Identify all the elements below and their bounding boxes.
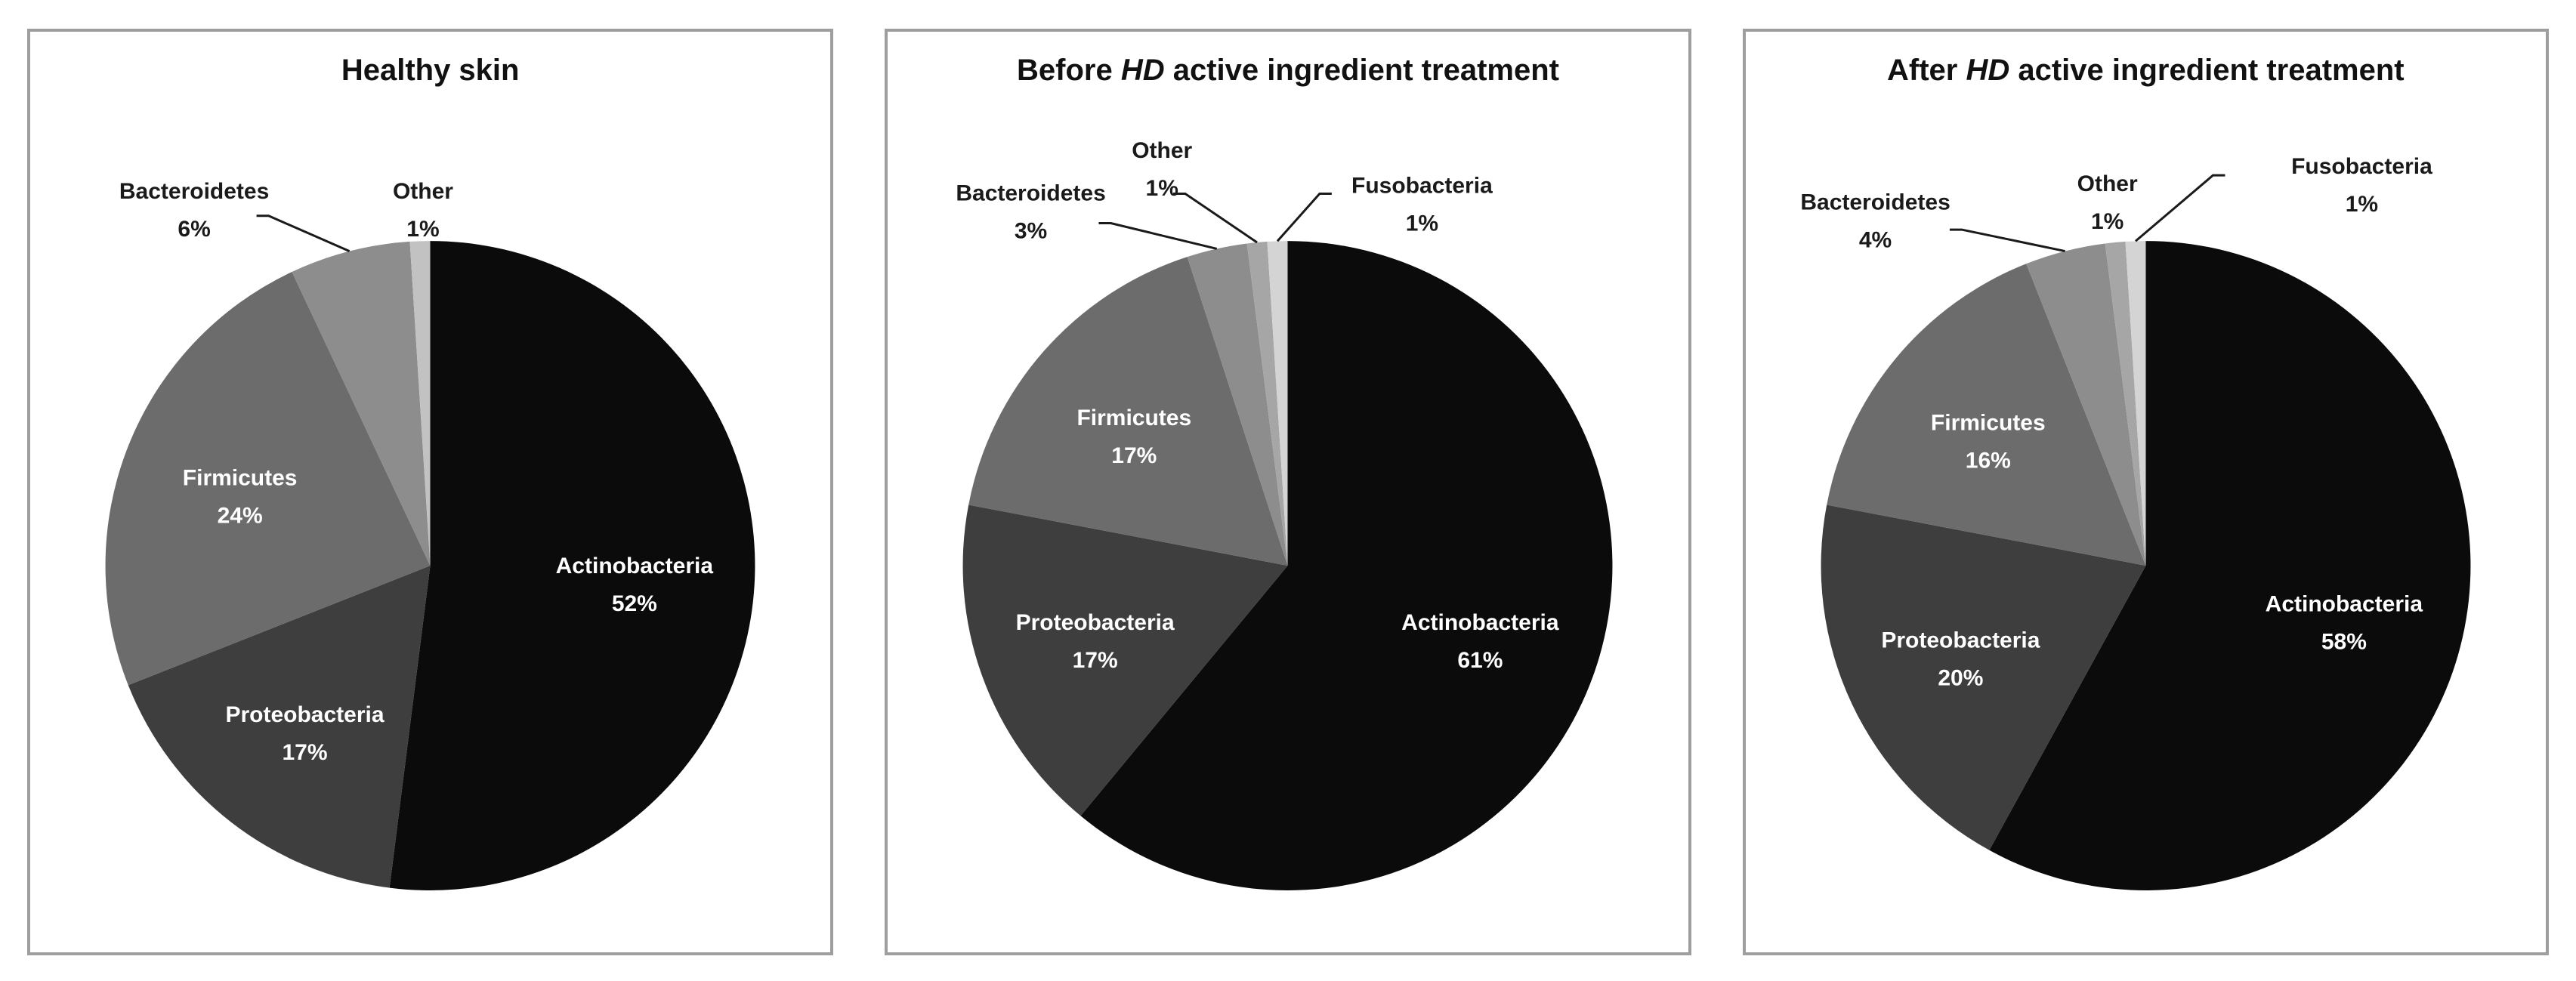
pie-plot-before-treatment: Actinobacteria 61% Proteobacteria 17% Firmic… bbox=[888, 32, 1688, 952]
title-segment: Healthy skin bbox=[341, 54, 520, 87]
title-italic-segment: HD bbox=[1120, 54, 1165, 87]
slice-label-other: Other 1% bbox=[2077, 171, 2137, 234]
slice-label-fusobacteria: Fusobacteria 1% bbox=[2291, 154, 2432, 217]
pie-slice-other bbox=[409, 241, 431, 566]
chart-title-after-treatment: After HD active ingredient treatment bbox=[1746, 53, 2546, 88]
pie-slice-firmicutes bbox=[1826, 264, 2146, 566]
leader-line-bacteroidetes bbox=[256, 214, 351, 252]
pie-slice-bacteroidetes bbox=[2025, 243, 2146, 566]
pie-slice-proteobacteria bbox=[1821, 504, 2146, 850]
slice-label-firmicutes: Firmicutes 17% bbox=[1077, 406, 1192, 468]
chart-title-healthy-skin: Healthy skin bbox=[30, 53, 830, 88]
pie-slice-actinobacteria bbox=[1080, 241, 1613, 890]
slice-label-actinobacteria: Actinobacteria 61% bbox=[1401, 610, 1559, 673]
pie-slice-fusobacteria bbox=[2125, 241, 2146, 566]
slice-label-other: Other 1% bbox=[1132, 138, 1193, 201]
slice-label-proteobacteria: Proteobacteria 17% bbox=[1016, 610, 1175, 673]
slice-label-bacteroidetes: Bacteroidetes 4% bbox=[1800, 190, 1950, 252]
pie-slice-actinobacteria bbox=[389, 241, 755, 890]
title-segment: Before bbox=[1017, 54, 1121, 87]
pie-slice-bacteroidetes bbox=[292, 241, 431, 566]
leader-line-fusobacteria bbox=[2134, 174, 2225, 242]
slice-label-actinobacteria: Actinobacteria 58% bbox=[2265, 591, 2423, 654]
pie-slice-proteobacteria bbox=[128, 566, 431, 888]
pie-plot-healthy-skin: Actinobacteria 52% Proteobacteria 17% Firmic… bbox=[30, 32, 830, 952]
slice-label-proteobacteria: Proteobacteria 20% bbox=[1881, 628, 2040, 690]
slice-label-proteobacteria: Proteobacteria 17% bbox=[225, 702, 384, 765]
pie-slice-actinobacteria bbox=[1989, 241, 2471, 890]
panel-after-treatment: After HD active ingredient treatment Act… bbox=[1742, 29, 2549, 955]
title-segment: active ingredient treatment bbox=[2009, 54, 2405, 87]
leader-line-fusobacteria bbox=[1277, 193, 1333, 242]
pie-plot-after-treatment: Actinobacteria 58% Proteobacteria 20% Firmic… bbox=[1746, 32, 2546, 952]
pie-chart-svg: Actinobacteria 52% Proteobacteria 17% Firmic… bbox=[105, 179, 755, 890]
slice-label-other: Other 1% bbox=[393, 179, 453, 242]
leader-line-other bbox=[1173, 193, 1259, 244]
pie-slice-other bbox=[2105, 241, 2146, 566]
slice-label-bacteroidetes: Bacteroidetes 6% bbox=[119, 179, 269, 242]
pie-slice-other bbox=[1246, 241, 1288, 566]
panel-before-treatment: Before HD active ingredient treatment Ac… bbox=[885, 29, 1691, 955]
slice-label-firmicutes: Firmicutes 16% bbox=[1931, 410, 2046, 473]
pie-slice-proteobacteria bbox=[962, 504, 1288, 816]
title-segment: After bbox=[1887, 54, 1966, 87]
slice-label-bacteroidetes: Bacteroidetes 3% bbox=[956, 180, 1106, 243]
pie-slice-fusobacteria bbox=[1267, 241, 1288, 566]
leader-line-bacteroidetes bbox=[1098, 222, 1218, 250]
title-segment: active ingredient treatment bbox=[1164, 54, 1559, 87]
slice-label-actinobacteria: Actinobacteria 52% bbox=[556, 554, 714, 616]
title-italic-segment: HD bbox=[1966, 54, 2010, 87]
panel-healthy-skin: Healthy skin Actinobacteria 52% Proteobact… bbox=[27, 29, 834, 955]
pie-slice-bacteroidetes bbox=[1187, 243, 1288, 566]
pie-slice-firmicutes bbox=[968, 257, 1288, 566]
chart-title-before-treatment: Before HD active ingredient treatment bbox=[888, 53, 1688, 88]
pie-chart-svg: Actinobacteria 61% Proteobacteria 17% Firmic… bbox=[956, 138, 1613, 890]
slice-label-fusobacteria: Fusobacteria 1% bbox=[1351, 174, 1493, 236]
leader-line-bacteroidetes bbox=[1949, 228, 2065, 253]
pie-chart-svg: Actinobacteria 58% Proteobacteria 20% Firmic… bbox=[1800, 154, 2471, 890]
pie-slice-firmicutes bbox=[105, 271, 431, 686]
slice-label-firmicutes: Firmicutes 24% bbox=[183, 465, 298, 528]
